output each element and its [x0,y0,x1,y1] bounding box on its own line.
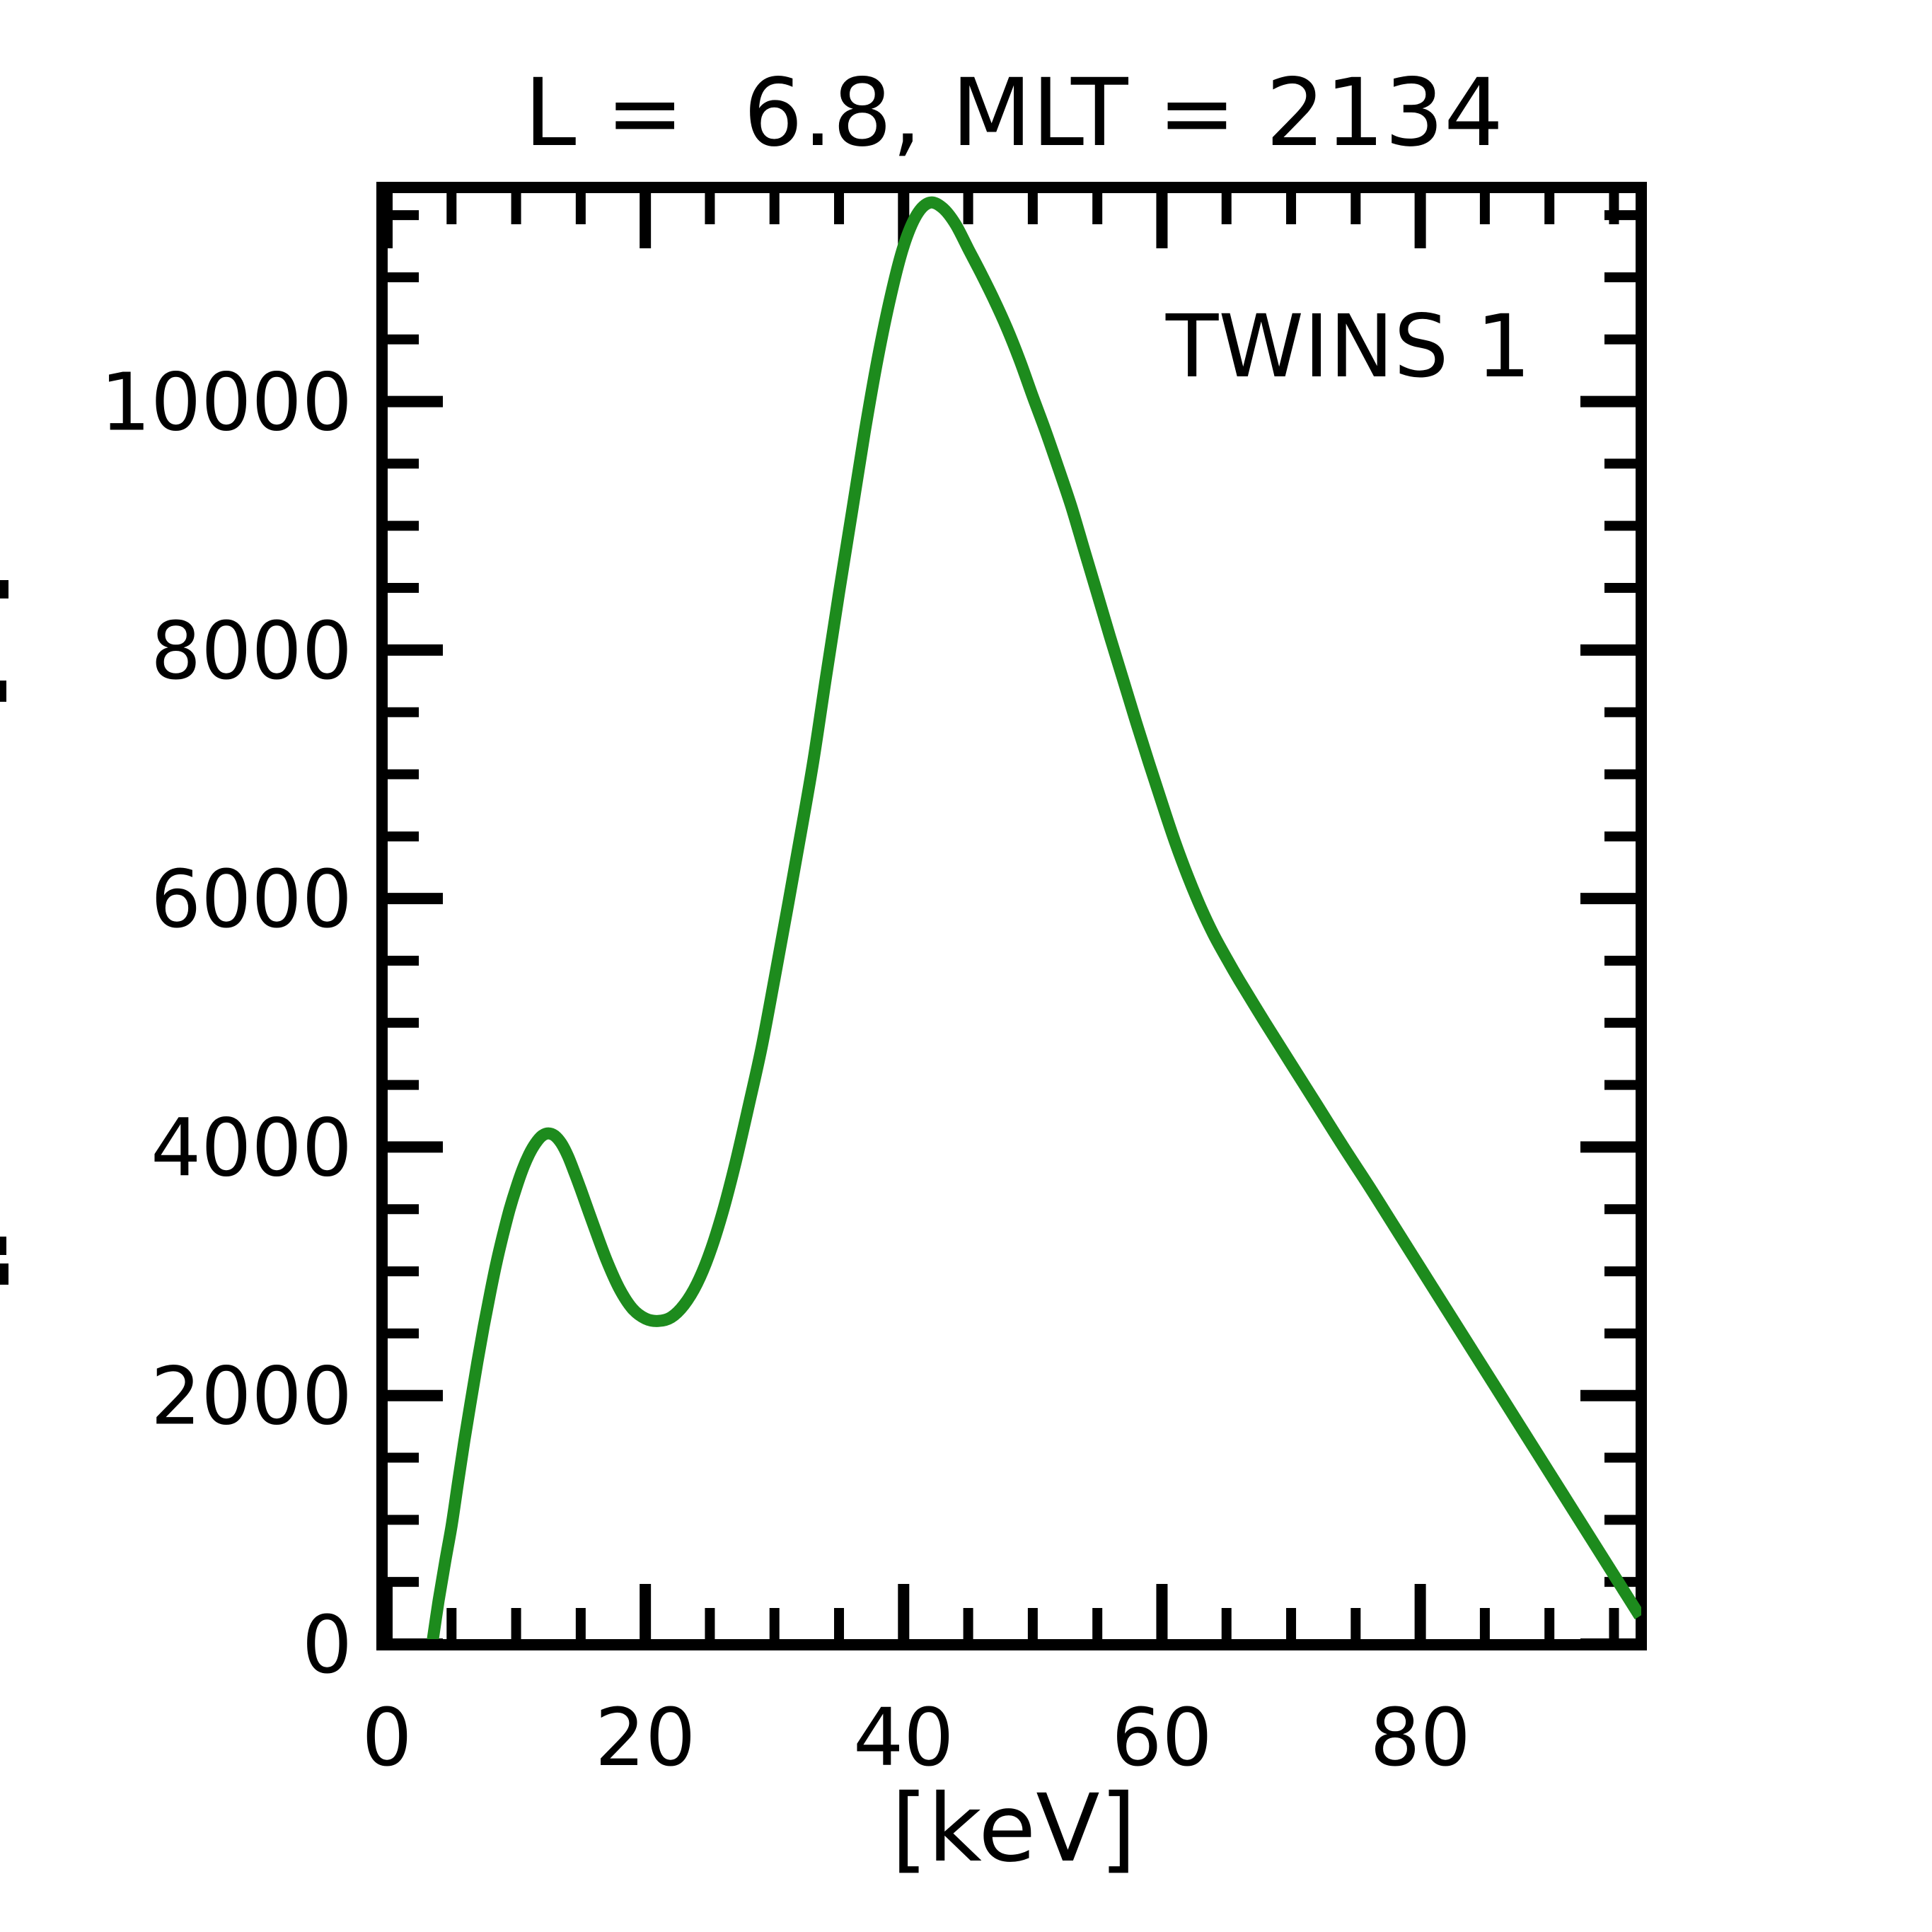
y-axis-label-fragment [0,1237,6,1255]
plot-border [376,182,1647,1650]
x-tick-label: 20 [595,1692,696,1784]
y-tick-label: 6000 [151,854,352,946]
x-tick-label: 80 [1370,1692,1471,1784]
x-tick-label: 40 [853,1692,954,1784]
x-tick-label: 0 [361,1692,412,1784]
twins1-spectrum-curve [427,196,1641,1639]
x-tick-label: 60 [1111,1692,1213,1784]
y-tick-label: 10000 [100,357,352,449]
x-axis-title: [keV] [891,1774,1136,1883]
y-axis-label-fragment [0,1263,8,1285]
y-tick-label: 4000 [151,1102,352,1194]
chart-title: L = 6.8, MLT = 2134 [524,59,1503,168]
y-tick-label: 2000 [151,1351,352,1443]
axis-ticks [381,193,1636,1650]
y-axis-label-fragment [0,681,6,702]
y-tick-labels: 0 2000 4000 6000 8000 10000 [100,357,352,1691]
clipped-y-axis-label-fragments [0,580,8,1285]
y-tick-label: 8000 [151,606,352,698]
x-tick-labels: 0 20 40 60 80 [361,1692,1471,1784]
y-tick-label: 0 [302,1600,352,1691]
y-axis-label-fragment [0,580,8,598]
legend-twins1-label: TWINS 1 [1165,296,1531,397]
